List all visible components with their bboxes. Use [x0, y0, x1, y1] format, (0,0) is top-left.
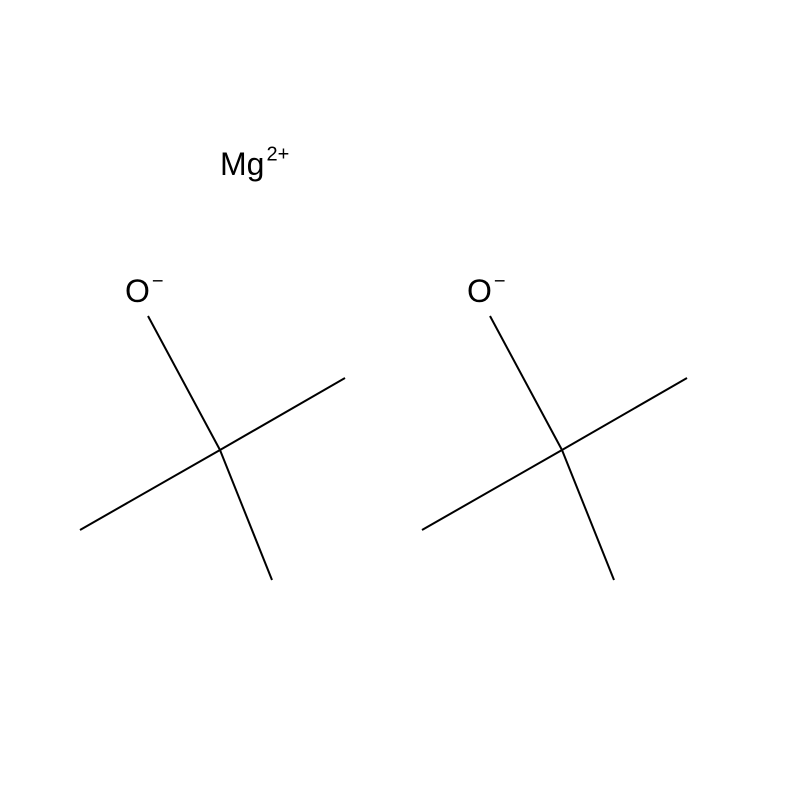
fragment-1-bond-2 — [422, 450, 562, 530]
fragment-0-bond-2 — [80, 450, 220, 530]
cation-label-charge: 2+ — [266, 144, 289, 166]
cation-label-symbol: Mg — [220, 146, 264, 182]
fragment-0-bond-0 — [148, 316, 220, 450]
fragment-1-bond-0 — [490, 316, 562, 450]
fragment-1-oxygen-label: O− — [467, 271, 506, 309]
fragment-1-bond-1 — [562, 378, 687, 450]
fragment-0-oxygen-label-charge: − — [152, 271, 164, 293]
fragment-0-oxygen-label: O− — [125, 271, 164, 309]
fragment-1-oxygen-label-symbol: O — [467, 273, 492, 309]
cation-label: Mg2+ — [220, 144, 289, 182]
fragment-0-bond-1 — [220, 378, 345, 450]
fragment-0-oxygen-label-symbol: O — [125, 273, 150, 309]
fragment-0-bond-3 — [220, 450, 272, 580]
fragment-1-oxygen-label-charge: − — [494, 271, 506, 293]
molecule-diagram: Mg2+O−O− — [0, 0, 800, 800]
fragment-1-bond-3 — [562, 450, 614, 580]
